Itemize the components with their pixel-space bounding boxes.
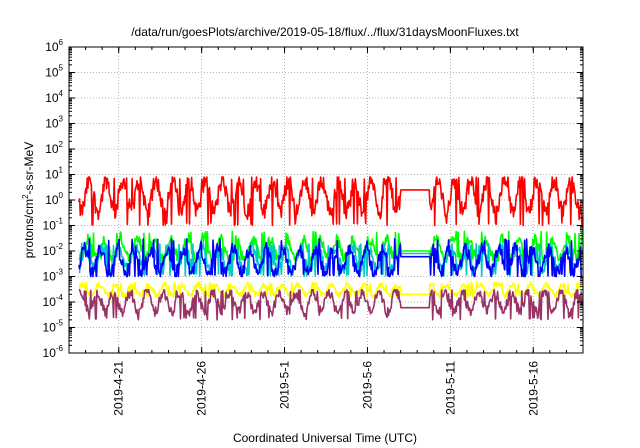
x-tick-label: 2019-4-26 (195, 361, 209, 416)
y-tick-label: 106 (45, 38, 63, 54)
x-tick-label: 2019-5-6 (360, 361, 374, 409)
y-tick-label: 104 (45, 89, 63, 105)
x-tick-label: 2019-5-11 (443, 361, 457, 415)
x-tick-label: 2019-5-16 (526, 361, 540, 416)
x-tick-label: 2019-5-1 (278, 361, 292, 409)
y-tick-label: 10-2 (43, 242, 64, 258)
y-tick-label: 101 (45, 166, 63, 182)
x-axis: 2019-4-21 2019-4-26 2019-5-1 2019-5-6 2019-5… (85, 47, 567, 416)
y-tick-label: 100 (45, 191, 63, 207)
y-tick-label: 10-4 (43, 293, 64, 309)
series-line-1 (78, 176, 583, 227)
y-tick-label: 10-5 (43, 319, 64, 335)
y-tick-label: 105 (45, 64, 63, 80)
series-line-5 (78, 281, 583, 299)
x-axis-label: Coordinated Universal Time (UTC) (233, 431, 417, 445)
y-axis-label: protons/cm2-s-sr-MeV (21, 142, 36, 258)
series-line-4 (78, 238, 583, 278)
y-tick-label: 10-1 (43, 217, 64, 233)
y-tick-label: 10-3 (43, 268, 64, 284)
series-layer (78, 176, 583, 321)
series-line-6 (78, 288, 583, 321)
x-tick-label: 2019-4-21 (112, 361, 126, 416)
chart-title: /data/run/goesPlots/archive/2019-05-18/f… (131, 25, 519, 39)
y-axis: 10-6 10-5 10-4 10-3 10-2 10-1 100 101 102 103 104 1… (43, 38, 583, 360)
y-tick-label: 103 (45, 115, 63, 131)
y-tick-label: 10-6 (43, 344, 64, 360)
y-tick-label: 102 (45, 140, 63, 156)
